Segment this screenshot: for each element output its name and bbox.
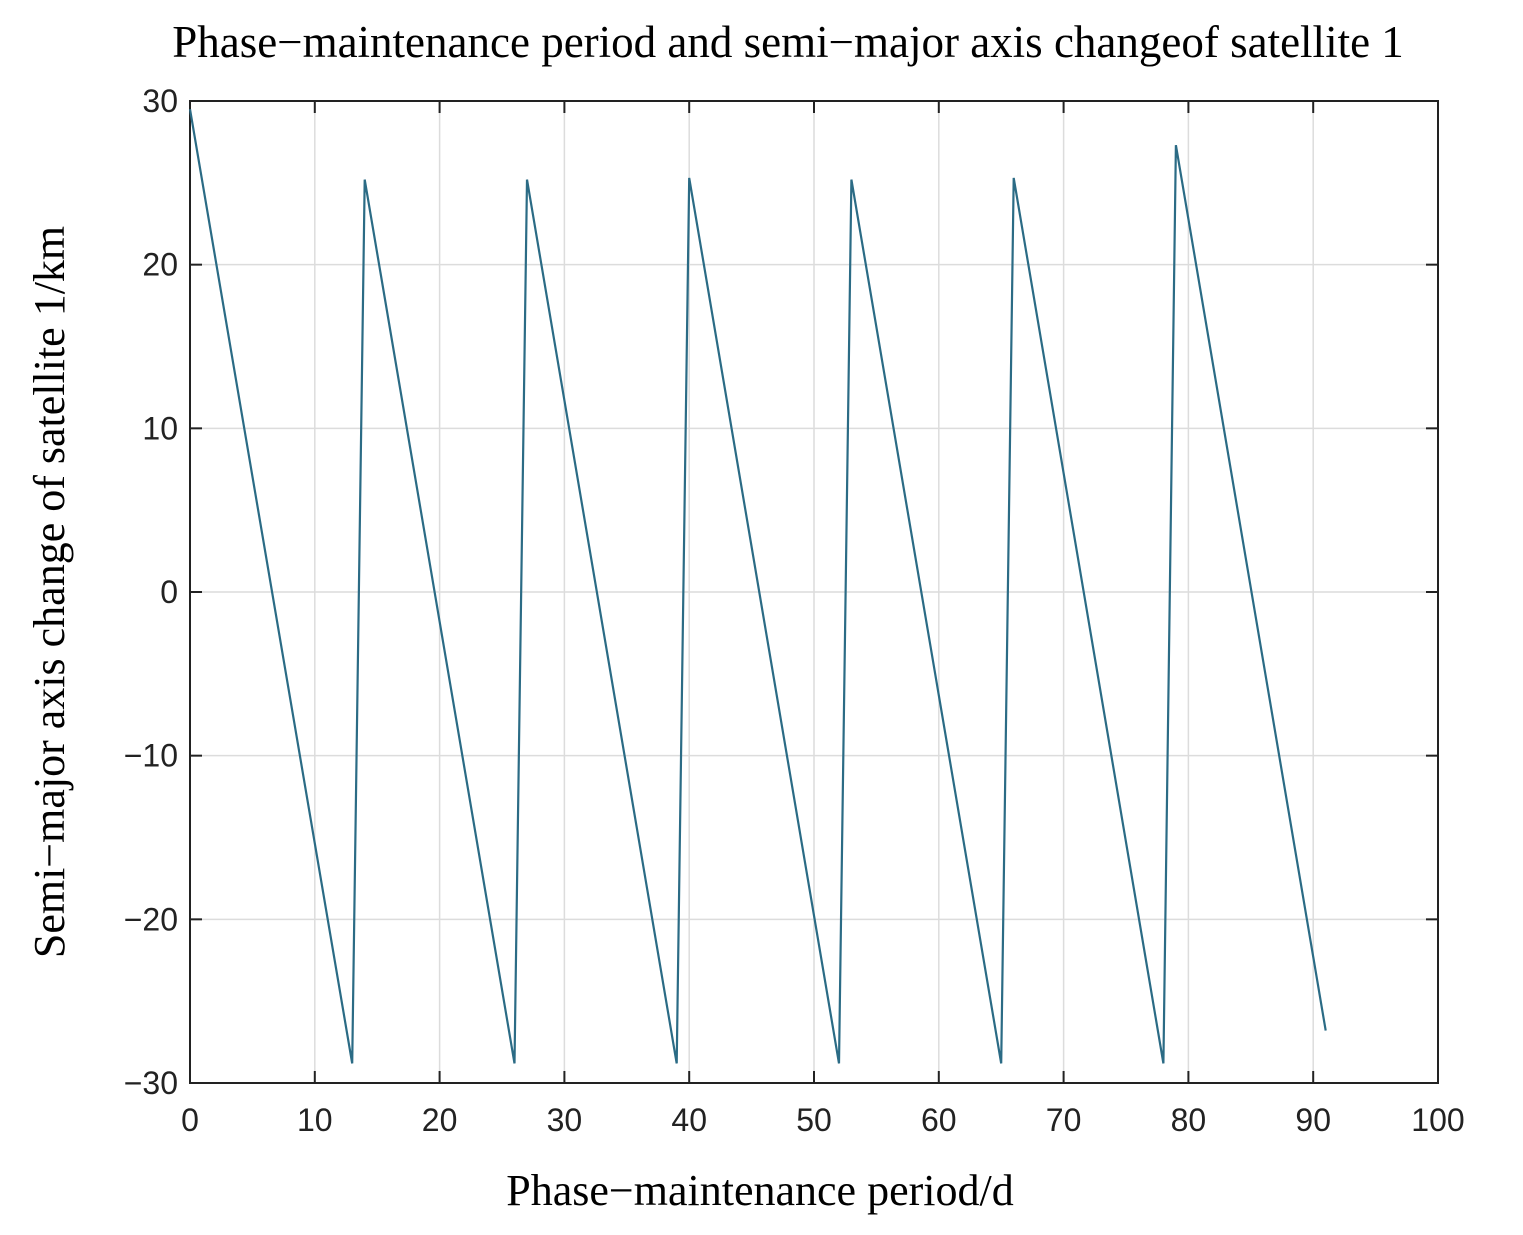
y-tick-label: 20: [142, 247, 178, 283]
y-axis-label: Semi−major axis change of satellite 1/km: [25, 226, 74, 958]
series: [188, 109, 1327, 1064]
x-tick-label: 20: [422, 1102, 458, 1138]
y-tick-label: 30: [142, 83, 178, 119]
x-tick-label: 70: [1046, 1102, 1082, 1138]
y-tick-label: 0: [160, 574, 178, 610]
x-tick-label: 80: [1171, 1102, 1207, 1138]
x-axis-label: Phase−maintenance period/d: [506, 1166, 1013, 1215]
y-tick-label: 10: [142, 410, 178, 446]
x-tick-label: 100: [1411, 1102, 1464, 1138]
series-line: [188, 109, 1327, 1064]
y-tick-label: −30: [124, 1065, 178, 1101]
x-tick-label: 10: [297, 1102, 333, 1138]
x-tick-label: 30: [547, 1102, 583, 1138]
x-tick-label: 40: [671, 1102, 707, 1138]
y-tick-label: −20: [124, 901, 178, 937]
x-tick-label: 60: [921, 1102, 957, 1138]
axis-ticks: 0 10 20 30 40 50 60 70 80 90 100 −30 −20 −10 0 10 20 30: [124, 83, 1465, 1138]
y-tick-label: −10: [124, 738, 178, 774]
chart-title: Phase−maintenance period and semi−major …: [172, 17, 1404, 67]
x-tick-label: 0: [181, 1102, 199, 1138]
x-tick-label: 50: [796, 1102, 832, 1138]
x-tick-label: 90: [1295, 1102, 1331, 1138]
